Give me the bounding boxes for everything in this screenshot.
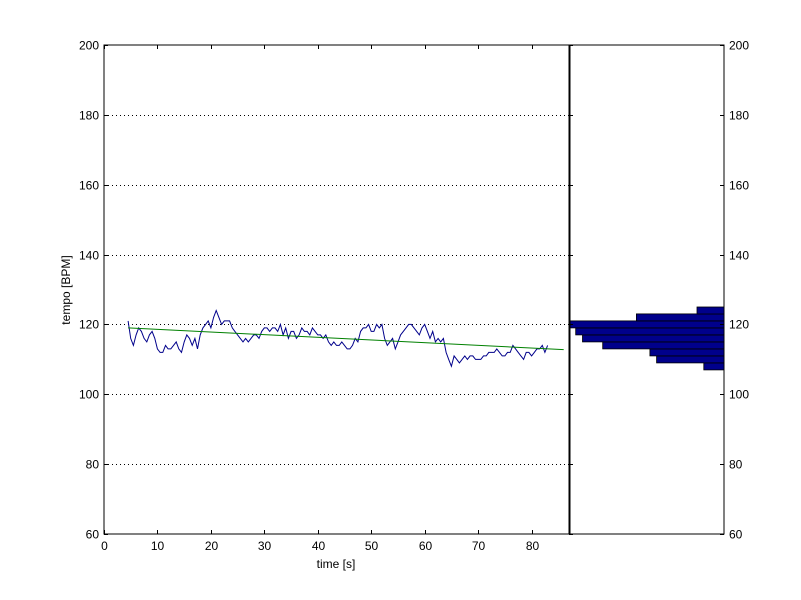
hist-y-tick-label-200: 200 [729, 39, 749, 53]
y-tick-label-160: 160 [79, 179, 99, 193]
x-tick-label-0: 0 [101, 539, 108, 553]
histogram-bar-121 [636, 313, 725, 322]
y-tick-label-80: 80 [86, 458, 100, 472]
hist-y-tick-label-60: 60 [729, 528, 743, 542]
x-axis-label: time [s] [317, 557, 356, 571]
x-tick-label-80: 80 [526, 539, 540, 553]
main-y-ticks: 60 80 100 120 140 160 180 200 [79, 39, 108, 542]
x-tick-label-20: 20 [205, 539, 219, 553]
main-x-ticks: 0 10 20 30 40 50 60 70 80 [101, 45, 539, 553]
x-tick-label-30: 30 [258, 539, 272, 553]
trend-line [128, 327, 564, 351]
x-tick-label-70: 70 [472, 539, 486, 553]
hist-y-tick-label-140: 140 [729, 249, 749, 263]
x-tick-label-40: 40 [312, 539, 326, 553]
histogram-bar-117 [575, 327, 725, 336]
hist-y-tick-label-100: 100 [729, 388, 749, 402]
x-tick-label-50: 50 [365, 539, 379, 553]
histogram-bar-113 [602, 341, 725, 350]
main-series-group [127, 309, 564, 368]
histogram-bar-111 [649, 348, 725, 357]
histogram-bar-107 [703, 362, 725, 371]
histogram-bars [568, 306, 725, 371]
main-axes-box [103, 44, 570, 535]
main-gridlines [104, 115, 569, 465]
histogram-axes-box [568, 44, 725, 535]
hist-y-tick-label-180: 180 [729, 109, 749, 123]
x-tick-label-10: 10 [151, 539, 165, 553]
y-tick-label-120: 120 [79, 318, 99, 332]
histogram-bar-109 [656, 355, 725, 364]
tempo-line [127, 309, 549, 368]
hist-y-tick-label-120: 120 [729, 318, 749, 332]
y-tick-label-60: 60 [86, 528, 100, 542]
y-tick-label-100: 100 [79, 388, 99, 402]
y-tick-label-180: 180 [79, 109, 99, 123]
histogram-bar-123 [696, 306, 725, 315]
histogram-bar-115 [582, 334, 725, 343]
histogram-bar-119 [568, 320, 725, 329]
y-tick-label-200: 200 [79, 39, 99, 53]
hist-y-tick-label-80: 80 [729, 458, 743, 472]
y-tick-label-140: 140 [79, 249, 99, 263]
x-tick-label-60: 60 [419, 539, 433, 553]
y-axis-label: tempo [BPM] [59, 255, 73, 324]
hist-y-tick-label-160: 160 [729, 179, 749, 193]
histogram-y-ticks: 60 80 100 120 140 160 180 200 [569, 39, 749, 542]
